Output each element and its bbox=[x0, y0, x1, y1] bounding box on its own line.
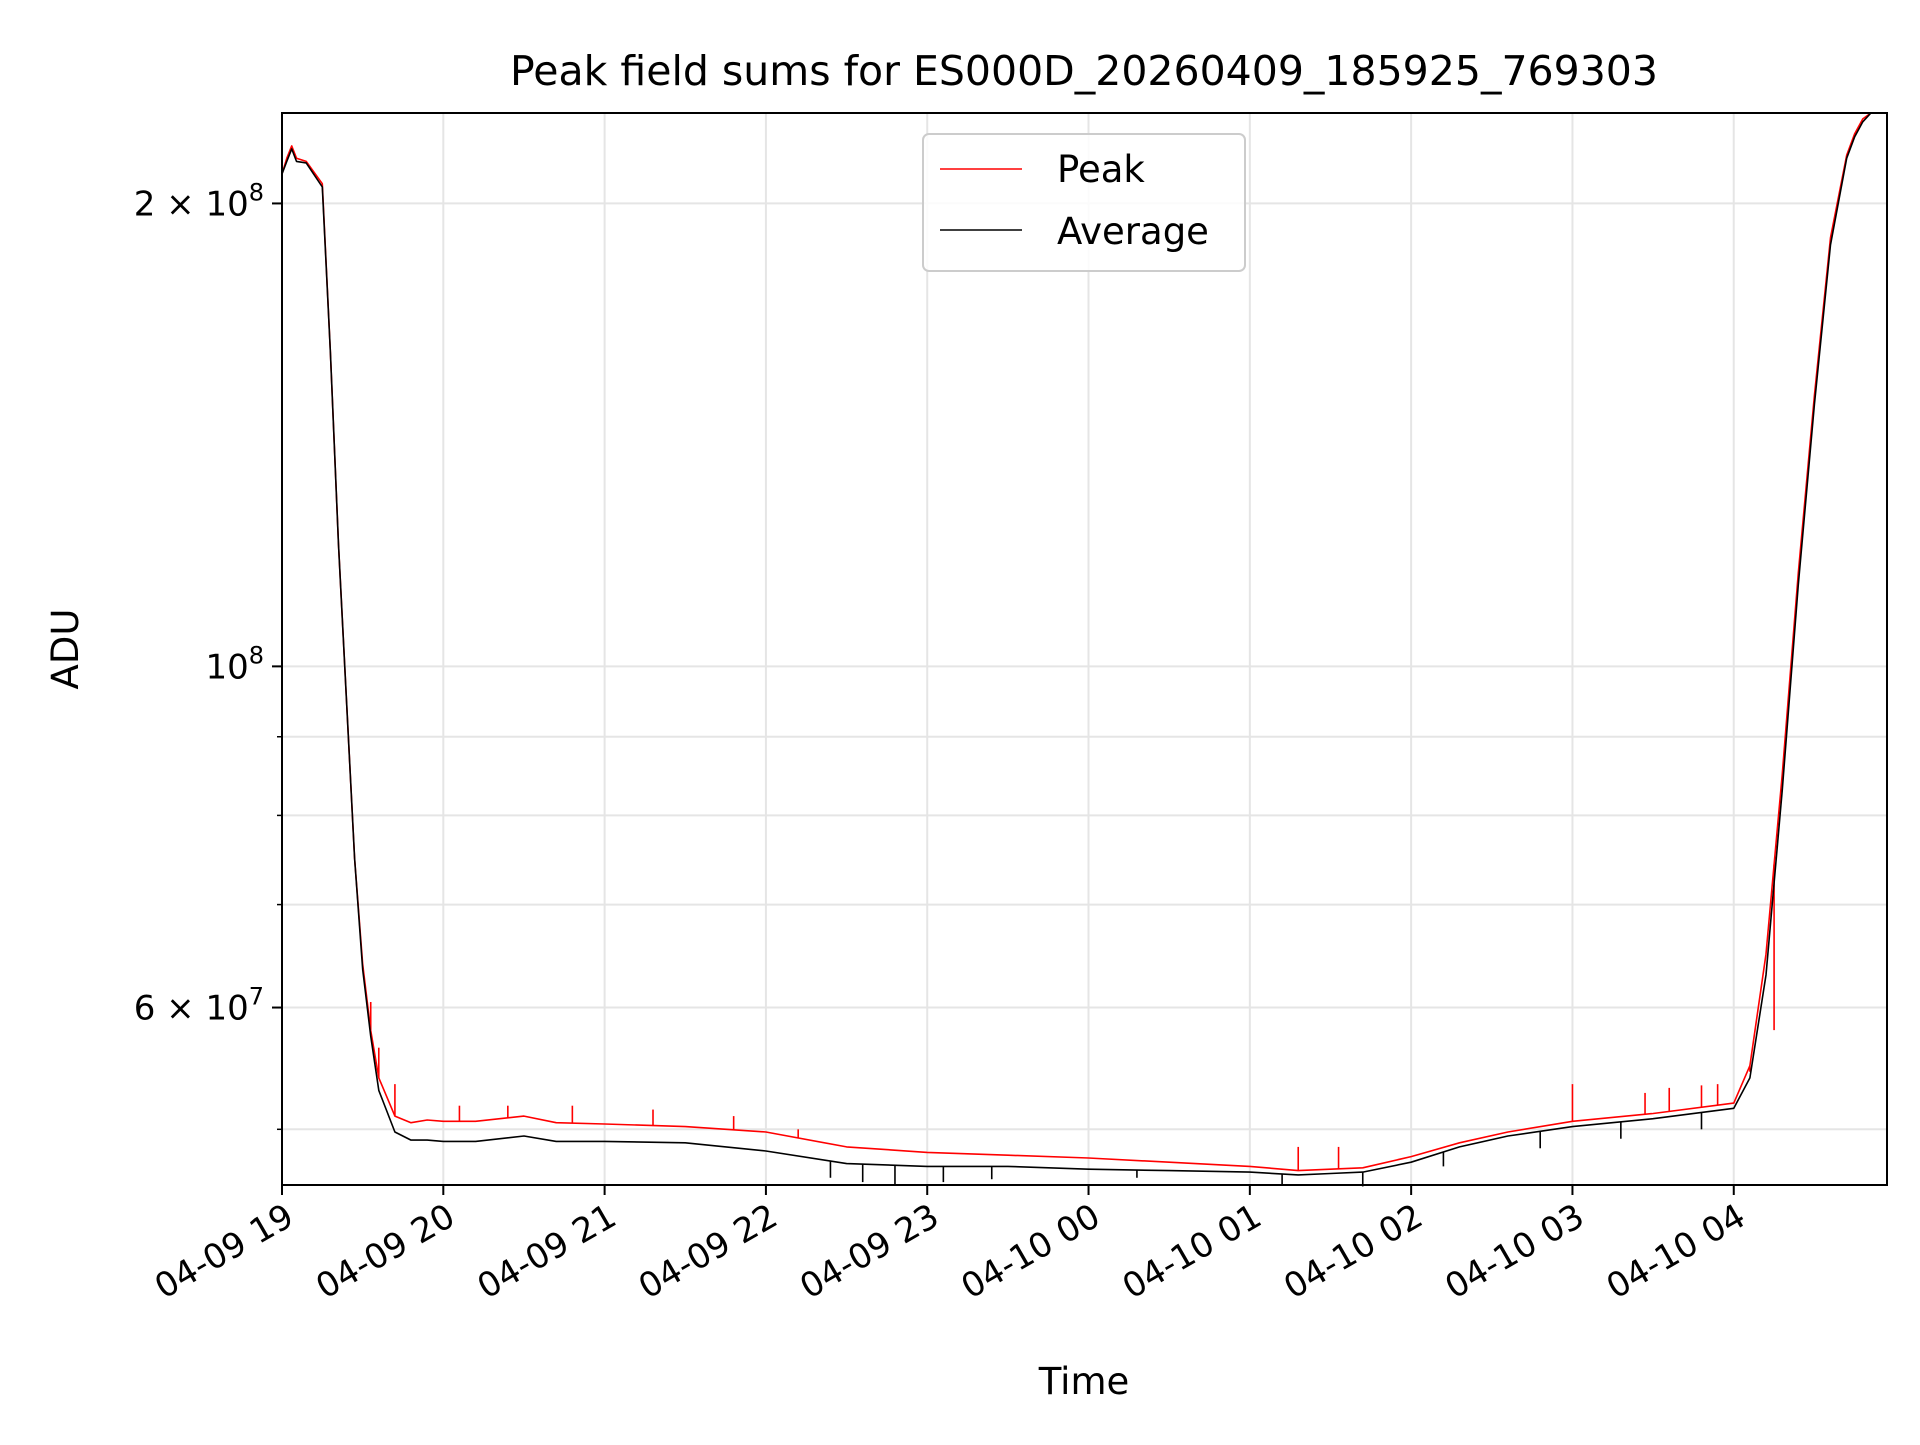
y-tick-label: 2 × 108 bbox=[134, 178, 264, 224]
legend-label-average: Average bbox=[1057, 210, 1209, 253]
y-axis-ticks: 108 2 × 108 6 × 107 bbox=[134, 178, 282, 1131]
y-tick-label: 6 × 107 bbox=[134, 983, 264, 1029]
y-tick-label: 108 bbox=[205, 641, 264, 687]
series-lines bbox=[281, 112, 1887, 1176]
plot-frame bbox=[281, 112, 1888, 1186]
series-line-average bbox=[281, 112, 1887, 1176]
x-axis-label: Time bbox=[1038, 1360, 1130, 1403]
legend-label-peak: Peak bbox=[1057, 148, 1145, 191]
grid-lines bbox=[281, 113, 1887, 1185]
chart-title: Peak field sums for ES000D_20260409_1859… bbox=[510, 47, 1658, 95]
y-axis-label: ADU bbox=[44, 609, 87, 690]
legend: Peak Average bbox=[922, 133, 1246, 272]
